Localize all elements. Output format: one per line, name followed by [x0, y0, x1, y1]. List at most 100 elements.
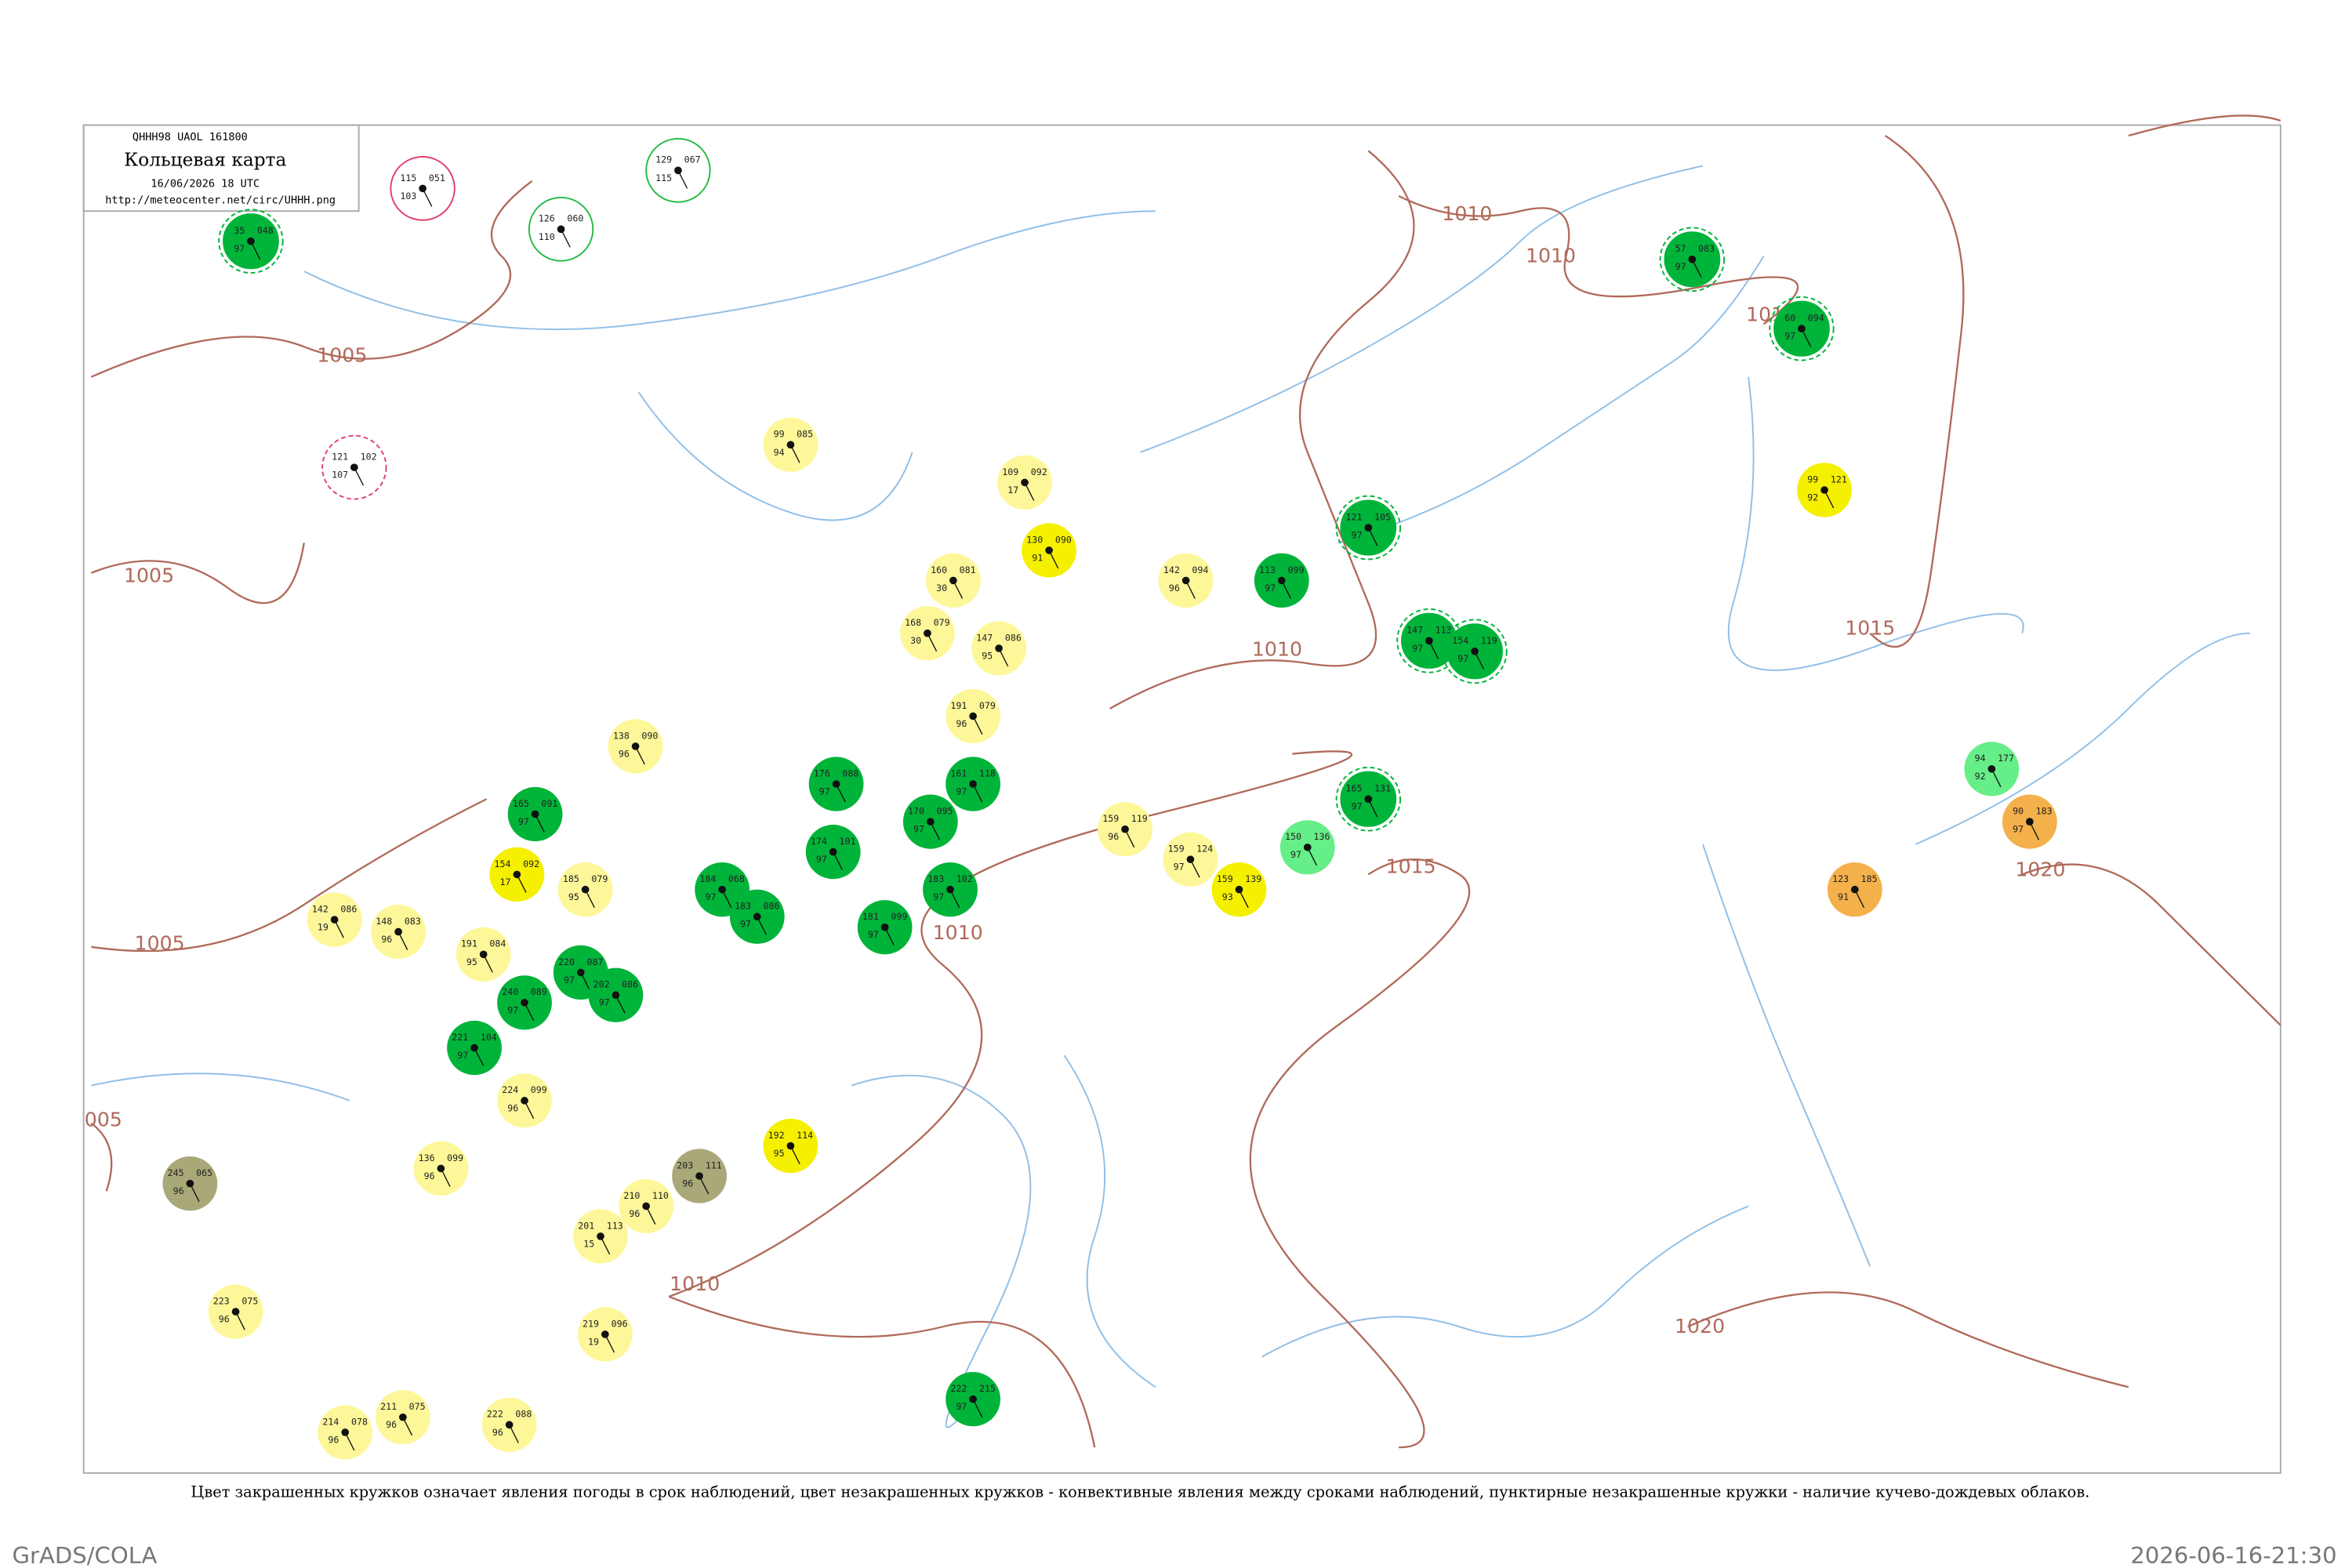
- station-value: 114: [797, 1130, 813, 1141]
- station-value: 97: [1174, 862, 1185, 873]
- station: 192 95 114: [763, 1118, 818, 1174]
- station-value: 97: [1412, 643, 1423, 654]
- wind-barb: [189, 1183, 200, 1202]
- station: 35 97 048: [218, 209, 284, 274]
- station: 94 92 177: [1964, 742, 2020, 797]
- isobar-label: 1010: [670, 1272, 720, 1295]
- station-value: 099: [447, 1152, 463, 1163]
- isobar-label: 1010: [933, 921, 983, 944]
- station-value: 92: [1807, 492, 1818, 503]
- station-value: 214: [322, 1416, 339, 1427]
- convective-ring: [645, 137, 711, 203]
- station-value: 160: [931, 564, 947, 575]
- station: 222 96 088: [481, 1397, 537, 1452]
- station: 99 94 085: [763, 417, 818, 472]
- station: 211 96 075: [375, 1390, 430, 1445]
- wind-barb: [833, 851, 843, 870]
- station-value: 154: [1452, 635, 1468, 646]
- station-value: 183: [927, 873, 944, 884]
- station-value: 101: [839, 836, 855, 847]
- wind-barb: [972, 716, 983, 735]
- station-value: 95: [568, 891, 579, 902]
- wind-barb: [615, 994, 626, 1014]
- convective-ring: [390, 156, 456, 221]
- station-value: 176: [814, 768, 830, 779]
- station-value: 086: [622, 979, 638, 990]
- convective-ring: [1335, 495, 1402, 561]
- wind-barb: [1474, 651, 1485, 670]
- wind-barb: [2029, 821, 2040, 840]
- station: 57 97 083: [1659, 227, 1726, 292]
- convective-ring: [528, 196, 594, 262]
- station: 142 96 094: [1158, 553, 1214, 608]
- station-value: 092: [1031, 466, 1047, 477]
- wind-barb: [972, 783, 983, 803]
- station-value: 97: [705, 891, 716, 902]
- station-value: 150: [1285, 831, 1301, 842]
- station-value: 094: [1192, 564, 1208, 575]
- wind-barb: [634, 746, 645, 765]
- station: 159 96 119: [1098, 802, 1152, 857]
- station-value: 126: [539, 213, 555, 224]
- station-value: 35: [234, 225, 245, 236]
- header-datetime: 16/06/2026 18 UTC: [151, 178, 260, 191]
- station: 159 93 139: [1211, 862, 1267, 917]
- station-value: 079: [979, 700, 996, 711]
- wind-barb: [560, 229, 571, 248]
- station-value: 083: [1698, 243, 1715, 254]
- station-value: 115: [400, 172, 416, 183]
- station-value: 183: [2036, 806, 2053, 817]
- wind-barb: [645, 1206, 656, 1225]
- station-value: 19: [318, 922, 328, 933]
- wind-barb: [474, 1047, 485, 1066]
- station-value: 91: [1032, 552, 1043, 563]
- station: 191 96 079: [946, 688, 1001, 744]
- wind-barb: [440, 1168, 451, 1187]
- station: 161 97 118: [946, 757, 1001, 811]
- station: 126 110 060: [528, 196, 594, 262]
- station-value: 90: [2013, 806, 2024, 817]
- wind-barb: [584, 889, 595, 908]
- wind-barb: [250, 241, 261, 260]
- station-value: 060: [567, 213, 583, 224]
- station: 214 96 078: [318, 1405, 373, 1460]
- station-value: 086: [1005, 632, 1022, 643]
- station-value: 159: [1217, 873, 1233, 884]
- station-value: 93: [1222, 891, 1233, 902]
- station-value: 95: [774, 1148, 785, 1159]
- station-value: 240: [502, 986, 518, 997]
- wind-barb: [604, 1334, 615, 1353]
- isobar-label: 1015: [1386, 855, 1436, 878]
- station-value: 211: [380, 1401, 397, 1412]
- station: 223 96 075: [208, 1284, 263, 1339]
- station-value: 119: [1481, 635, 1497, 646]
- station: 130 91 090: [1022, 523, 1076, 578]
- station-value: 245: [168, 1167, 184, 1178]
- station: 181 97 099: [857, 900, 913, 955]
- wind-barb: [1189, 858, 1200, 878]
- station-value: 96: [424, 1171, 435, 1181]
- station-dot: [247, 237, 255, 245]
- wind-barb: [580, 972, 591, 991]
- station-value: 088: [842, 768, 858, 779]
- wind-barb: [789, 1145, 800, 1164]
- station-value: 124: [1196, 844, 1213, 855]
- wind-barb: [949, 889, 960, 908]
- station: 201 15 113: [573, 1209, 628, 1264]
- station-dot: [753, 913, 761, 921]
- station-value: 113: [1436, 625, 1452, 636]
- wind-barb: [483, 954, 493, 973]
- station-value: 139: [1245, 873, 1261, 884]
- station-dot: [505, 1421, 514, 1429]
- wind-barb: [884, 927, 895, 946]
- station-value: 97: [518, 816, 529, 827]
- wind-barb: [535, 814, 545, 833]
- station-value: 090: [641, 730, 658, 741]
- station-dot: [513, 870, 521, 879]
- wind-barb: [422, 188, 433, 207]
- wind-barb: [972, 1399, 983, 1417]
- station: 170 97 095: [902, 794, 958, 849]
- station-dot: [350, 463, 358, 471]
- station: 183 97 086: [729, 889, 785, 944]
- station: 219 19 096: [577, 1307, 633, 1362]
